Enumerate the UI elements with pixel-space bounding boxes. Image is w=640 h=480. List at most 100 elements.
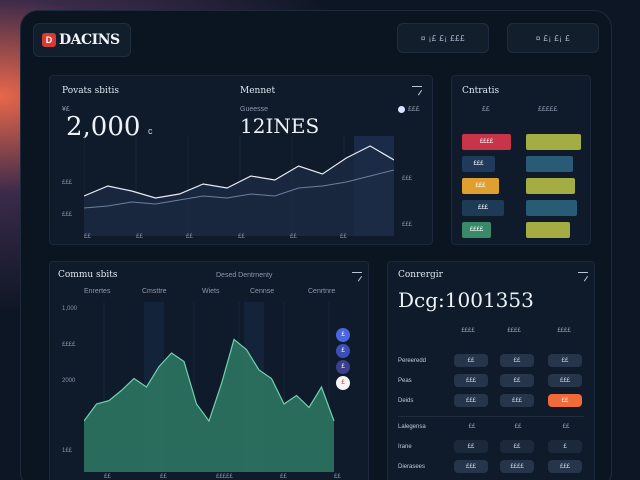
x-tick: ££ xyxy=(84,234,91,240)
x-tick: ££ xyxy=(104,474,111,480)
overview-title: Povats sbitis xyxy=(62,86,120,96)
mini-bar-side xyxy=(526,156,573,172)
mini-col2: £££££ xyxy=(538,106,558,113)
conversion-title: Conrergir xyxy=(398,270,443,280)
mini-bar-side xyxy=(526,134,581,150)
brand-logo-icon: D xyxy=(42,33,56,47)
y-tick: £££ xyxy=(62,180,73,186)
legend-label: £££ xyxy=(408,106,420,113)
area-subtitle: Desed Dentrnenty xyxy=(216,272,273,279)
row-label: Peas xyxy=(398,378,412,384)
col-header: ££££ xyxy=(461,328,475,334)
metric2-value: 12INES xyxy=(240,114,320,138)
row-value[interactable]: ££ xyxy=(548,354,582,367)
row-label: Pereeredd xyxy=(398,358,427,364)
lower-row-label: Lalegensa xyxy=(398,424,426,430)
series-dot-2[interactable]: £ xyxy=(336,344,350,358)
mini-bar: ££££ xyxy=(462,222,491,238)
metric1-suffix: c xyxy=(148,126,153,136)
lower-row-value[interactable]: ££ xyxy=(454,440,488,453)
mini-bar-side xyxy=(526,200,577,216)
x-tick: ££ xyxy=(280,474,287,480)
area-card: Commu sbits Desed Dentrnenty Enrertes Cm… xyxy=(49,261,369,480)
lower-row-value[interactable]: £££ xyxy=(548,460,582,473)
y-tick: 1££ xyxy=(62,448,73,454)
col-header: ££££ xyxy=(557,328,571,334)
header: D DACINS ¤ ¡£ £¡ £££ ¤ £¡ £¡ £ xyxy=(33,23,599,59)
x-tick: ££ xyxy=(238,234,245,240)
expand-icon[interactable] xyxy=(412,86,422,94)
row-value[interactable]: £££ xyxy=(454,374,488,387)
overview-line-chart xyxy=(84,136,394,236)
col-header: ££££ xyxy=(507,328,521,334)
row-value-highlight[interactable]: ££ xyxy=(548,394,582,407)
x-tick: ££ xyxy=(340,234,347,240)
x-tick: ££ xyxy=(334,474,341,480)
area-line xyxy=(84,338,335,423)
area-fill xyxy=(84,339,334,472)
x-tick: ££ xyxy=(136,234,143,240)
conversion-card: Conrergir Dcg:1001353 ££££ ££££ ££££ Per… xyxy=(387,261,595,480)
conversion-value: Dcg:1001353 xyxy=(398,288,534,312)
row-value[interactable]: £££ xyxy=(500,394,534,407)
row-value[interactable]: £££ xyxy=(548,374,582,387)
lower-row-value: ££ xyxy=(562,424,570,430)
divider xyxy=(398,416,584,417)
lower-row-value: ££ xyxy=(514,424,522,430)
y-tick: £££ xyxy=(62,212,73,218)
lower-row-value[interactable]: ££££ xyxy=(500,460,534,473)
expand-icon[interactable] xyxy=(578,272,588,280)
brand-name: DACINS xyxy=(59,32,120,48)
series-dot-1[interactable]: £ xyxy=(336,328,350,342)
y-tick: 2000 xyxy=(62,378,76,384)
metric2-title: Mennet xyxy=(240,86,276,96)
series-b-line xyxy=(84,169,394,209)
lower-row-value[interactable]: £££ xyxy=(454,460,488,473)
expand-icon[interactable] xyxy=(352,272,362,280)
mini-col1: ££ xyxy=(482,106,490,113)
mini-bar-side xyxy=(526,178,575,194)
overview-card: Povats sbitis ¥£ 2,000 c Mennet Gueesse … xyxy=(49,75,433,245)
area-title: Commu sbits xyxy=(58,270,118,280)
mini-bar: ££££ xyxy=(462,134,511,150)
y-tick: ££££ xyxy=(62,342,76,348)
area-column[interactable]: Cenrtnre xyxy=(308,288,336,295)
mini-bar-side xyxy=(526,222,570,238)
series-dot-4[interactable]: £ xyxy=(336,376,350,390)
lower-row-value[interactable]: £ xyxy=(548,440,582,453)
row-value[interactable]: ££ xyxy=(500,374,534,387)
header-chip-1[interactable]: ¤ ¡£ £¡ £££ xyxy=(397,23,489,53)
x-tick: £££££ xyxy=(216,474,233,480)
mini-bar: £££ xyxy=(462,178,499,194)
row-label: Deids xyxy=(398,398,414,404)
mini-bar: £££ xyxy=(462,200,504,216)
series-a-area xyxy=(84,146,394,236)
row-value[interactable]: ££ xyxy=(454,354,488,367)
row-value[interactable]: ££ xyxy=(500,354,534,367)
lower-row-value: ££ xyxy=(468,424,476,430)
y-tick: 1,000 xyxy=(62,306,78,312)
area-column[interactable]: Wiets xyxy=(202,288,220,295)
mini-card: Cntratis ££ £££££ ££££ £££ £££ £££ ££££ xyxy=(451,75,591,245)
y-tick-right: £££ xyxy=(402,222,413,228)
header-chip-2[interactable]: ¤ £¡ £¡ £ xyxy=(507,23,599,53)
row-value[interactable]: £££ xyxy=(454,394,488,407)
x-tick: ££ xyxy=(290,234,297,240)
dashboard-frame: D DACINS ¤ ¡£ £¡ £££ ¤ £¡ £¡ £ Povats sb… xyxy=(20,10,612,480)
x-tick: ££ xyxy=(186,234,193,240)
metric1-value: 2,000 xyxy=(66,112,141,142)
x-tick: ££ xyxy=(160,474,167,480)
area-column[interactable]: Cennse xyxy=(250,288,275,295)
area-column[interactable]: Enrertes xyxy=(84,288,111,295)
metric2-label: Gueesse xyxy=(240,106,269,113)
series-dot-3[interactable]: £ xyxy=(336,360,350,374)
area-column[interactable]: Cmsttre xyxy=(142,288,167,295)
lower-row-value[interactable]: ££ xyxy=(500,440,534,453)
mini-bar: £££ xyxy=(462,156,495,172)
lower-row-label: Dierasees xyxy=(398,464,426,470)
metric1-label: ¥£ xyxy=(62,106,70,113)
series-a-line xyxy=(84,145,394,199)
lower-row-label: Irane xyxy=(398,444,412,450)
legend-dot-icon xyxy=(398,106,405,113)
brand[interactable]: D DACINS xyxy=(33,23,131,57)
